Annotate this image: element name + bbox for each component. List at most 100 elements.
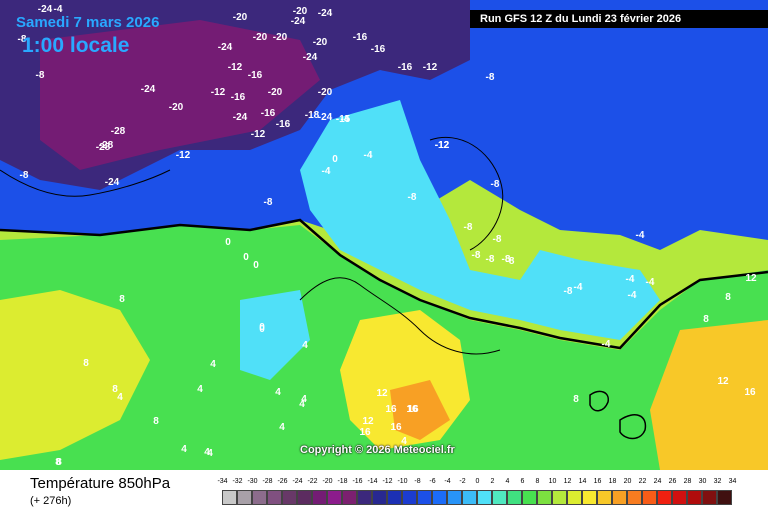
legend-swatch [447,490,462,505]
legend-swatch [582,490,597,505]
legend-swatch [417,490,432,505]
isotherm-label: 4 [301,394,307,405]
isotherm-label: -8 [464,222,473,233]
legend-tick: 2 [490,478,495,485]
footer-subtitle: (+ 276h) [30,495,72,507]
isotherm-label: 4 [181,444,187,455]
map-canvas: -24 -4-8-20-20-24-20-24-16-8-24-20 -20-24-… [0,0,768,470]
isotherm-label: -8 [36,70,45,81]
legend-swatch [282,490,297,505]
legend-tick: 10 [548,478,557,485]
isotherm-label: -4 [602,339,611,350]
legend-swatch [267,490,282,505]
isotherm-label: -18 [305,110,320,121]
isotherm-label: -24 [38,4,53,15]
isotherm-label: -8 [472,250,481,261]
isotherm-label: -4 [364,150,373,161]
coastline-scandinavia [429,136,504,251]
color-legend: -34 -32 -30 -28 -26 -24 -22 -20 -18 -16 -14 -12 -10-… [217,478,744,508]
isotherm-label: -12 [435,140,450,151]
isotherm-label: 4 [210,359,216,370]
isotherm-label: 4 [279,422,285,433]
isotherm-label: -20 [268,87,283,98]
legend-tick: 0 [475,478,480,485]
forecast-date: Samedi 7 mars 2026 [16,14,160,31]
isotherm-label: -24 [141,84,156,95]
copyright: Copyright © 2026 Meteociel.fr [300,444,455,456]
legend-tick: 16 [593,478,602,485]
legend-swatch [342,490,357,505]
legend-swatch [522,490,537,505]
legend-swatch [537,490,552,505]
legend-tick: 32 [713,478,722,485]
legend-swatch [297,490,312,505]
isotherm-label: -4 [574,282,583,293]
isotherm-label: 8 [703,314,709,325]
isotherm-label: 16 [407,404,419,415]
footer-title: Température 850hPa [30,475,171,492]
isoline-blob [589,390,609,412]
isotherm-label: -24 [233,112,248,123]
legend-tick: -22 [307,478,318,485]
isotherm-label: -8 [18,34,27,45]
legend-tick: -20 [322,478,333,485]
isotherm-label: -20 [313,37,328,48]
isotherm-label: -12 [176,150,191,161]
forecast-time: 1:00 locale [22,34,130,57]
legend-swatch [327,490,342,505]
legend-tick: -8 [414,478,421,485]
legend-swatch [507,490,522,505]
legend-swatch [597,490,612,505]
run-info: Run GFS 12 Z du Lundi 23 février 2026 [470,10,768,28]
coastline [299,277,501,355]
legend-tick: 30 [698,478,707,485]
isotherm-label: -24 [318,8,333,19]
legend-tick: 12 [563,478,572,485]
footer: Température 850hPa (+ 276h) -34 -32 -30 -28… [0,470,768,512]
field-cold-pool [240,290,310,380]
legend-swatch [357,490,372,505]
isotherm-label: -8 [502,254,511,265]
isoline-blob-2 [619,414,647,440]
isotherm-label: 0 [259,324,265,335]
isotherm-label: -12 [251,129,266,140]
isotherm-label: 8 [112,384,118,395]
isotherm-label: 8 [573,394,579,405]
isotherm-label: 0 [243,252,249,263]
isotherm-label: -28 [111,126,126,137]
isotherm-label: 4 [299,399,305,410]
isotherm-label: -4 [628,290,637,301]
legend-swatch [477,490,492,505]
isotherm-label: -8 [486,254,495,265]
legend-swatch [432,490,447,505]
isotherm-label: 12 [376,388,388,399]
isotherm-label: 4 [401,436,407,447]
legend-tick: 26 [668,478,677,485]
isotherm-label: 12 [745,273,757,284]
legend-swatch [672,490,687,505]
legend-swatch [687,490,702,505]
isotherm-label: -16 [248,70,263,81]
legend-swatch [627,490,642,505]
legend-tick: 22 [638,478,647,485]
legend-tick: -16 [352,478,363,485]
legend-tick: -2 [459,478,466,485]
isotherm-label: 0 [332,154,338,165]
isotherm-label: -8 [564,286,573,297]
legend-swatch [462,490,477,505]
legend-tick: -6 [429,478,436,485]
isotherm-label: 16 [744,387,756,398]
legend-swatch [372,490,387,505]
isotherm-label: -24 [218,42,233,53]
isotherm-label: -16 [371,44,386,55]
legend-swatch [402,490,417,505]
isotherm-label: -8 [506,256,515,267]
isotherm-label: -16 [276,119,291,130]
isotherm-label: 12 [717,376,729,387]
isotherm-label: 16 [406,404,418,415]
zero-isotherm [0,218,768,350]
isotherm-label: 16 [390,422,402,433]
legend-tick: 8 [535,478,540,485]
isotherm-label: -8 [493,234,502,245]
isotherm-label: 0 [253,260,259,271]
